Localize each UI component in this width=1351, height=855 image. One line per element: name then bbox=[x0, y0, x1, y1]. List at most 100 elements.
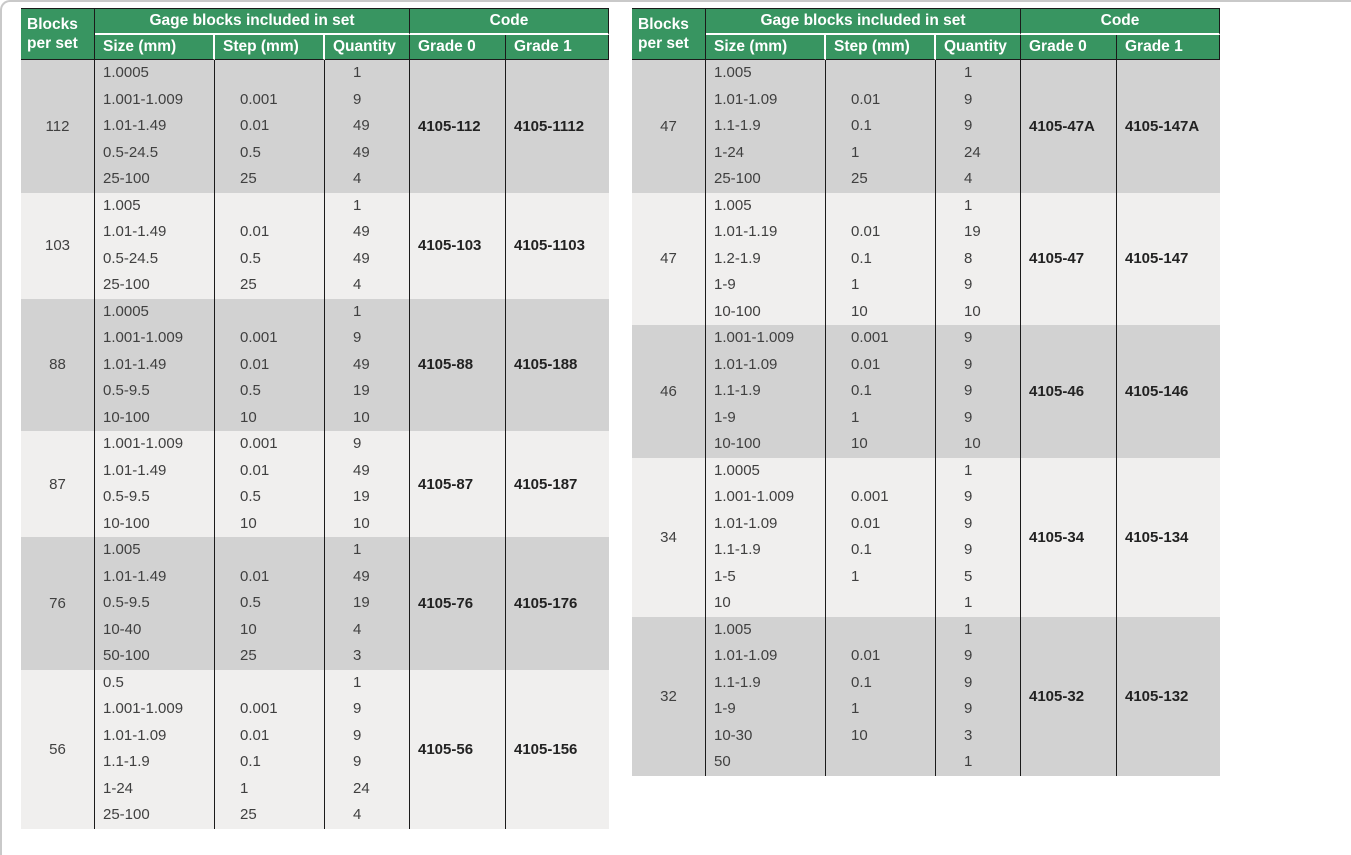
qty-value: 9 bbox=[964, 700, 973, 717]
table-header: Blocks per set Gage blocks included in se… bbox=[21, 9, 609, 60]
quantity-column-cell: 1 9 9 9 3 1 bbox=[936, 616, 1021, 776]
qty-value: 19 bbox=[353, 594, 370, 611]
size-value: 10-100 bbox=[714, 435, 761, 452]
size-value: 1.01-1.49 bbox=[103, 461, 167, 479]
qty-value: 1 bbox=[353, 64, 362, 81]
qty-value: 4 bbox=[353, 620, 362, 638]
header-code-group: Code bbox=[410, 9, 609, 35]
size-column-cell: 1.005 1.01-1.19 1.2-1.9 1-9 10-100 bbox=[706, 192, 826, 325]
set-row: 47 1.005 1.01-1.19 1.2-1.9 1-9 10-100 0.01 0.1 1… bbox=[632, 192, 1220, 325]
step-value: 25 bbox=[240, 276, 257, 293]
code-grade1: 4105-176 bbox=[506, 537, 609, 670]
size-value: 25-100 bbox=[103, 806, 150, 823]
step-value bbox=[215, 537, 324, 564]
size-value: 1.2-1.9 bbox=[714, 249, 761, 267]
step-value: 0.01 bbox=[240, 117, 270, 134]
size-value: 1.005 bbox=[103, 196, 141, 214]
blocks-per-set-value: 47 bbox=[632, 60, 706, 193]
set-row: 56 0.5 1.001-1.009 1.01-1.09 1.1-1.9 1-24 25-1… bbox=[21, 669, 609, 829]
step-value: 25 bbox=[240, 647, 257, 664]
qty-value: 9 bbox=[964, 329, 973, 346]
set-row: 76 1.005 1.01-1.49 0.5-9.5 10-40 50-100 0.01 0.… bbox=[21, 537, 609, 670]
code-grade1: 4105-1112 bbox=[506, 60, 609, 193]
quantity-column-cell: 1 19 8 9 10 bbox=[936, 192, 1021, 325]
size-value: 1.005 bbox=[103, 541, 141, 558]
header-grade1: Grade 1 bbox=[506, 35, 609, 60]
quantity-column-cell: 9 9 9 9 10 bbox=[936, 325, 1021, 458]
code-grade0: 4105-88 bbox=[410, 298, 506, 431]
qty-value: 9 bbox=[964, 90, 973, 108]
code-grade0: 4105-47A bbox=[1021, 60, 1117, 193]
quantity-column-cell: 9 49 19 10 bbox=[325, 431, 410, 537]
set-row: 47 1.005 1.01-1.09 1.1-1.9 1-24 25-100 0.01 0.1… bbox=[632, 60, 1220, 193]
step-value: 0.1 bbox=[851, 541, 872, 558]
step-value: 1 bbox=[851, 700, 860, 717]
qty-value: 3 bbox=[964, 726, 973, 744]
size-value: 1.001-1.009 bbox=[714, 329, 795, 346]
step-value: 0.001 bbox=[851, 488, 889, 505]
size-value: 0.5-24.5 bbox=[103, 249, 159, 267]
qty-value: 19 bbox=[353, 488, 370, 505]
qty-value: 9 bbox=[353, 726, 362, 744]
step-value: 0.01 bbox=[240, 223, 270, 240]
step-value bbox=[215, 60, 324, 87]
qty-value: 49 bbox=[353, 249, 370, 267]
qty-value: 19 bbox=[964, 223, 981, 240]
size-value: 1.005 bbox=[714, 620, 752, 638]
blocks-per-set-value: 47 bbox=[632, 192, 706, 325]
size-value: 1.01-1.09 bbox=[103, 726, 167, 744]
size-value: 1-9 bbox=[714, 276, 736, 293]
step-value bbox=[826, 60, 935, 87]
size-value: 1.01-1.09 bbox=[714, 514, 778, 532]
code-grade0: 4105-32 bbox=[1021, 616, 1117, 776]
step-value: 0.01 bbox=[851, 647, 881, 664]
step-value bbox=[826, 193, 935, 220]
step-value: 25 bbox=[851, 170, 868, 187]
step-value: 25 bbox=[240, 170, 257, 187]
size-value: 1-5 bbox=[714, 567, 736, 585]
header-quantity: Quantity bbox=[936, 35, 1021, 60]
size-value: 50-100 bbox=[103, 647, 150, 664]
qty-value: 49 bbox=[353, 223, 370, 240]
qty-value: 19 bbox=[353, 382, 370, 399]
size-column-cell: 1.005 1.01-1.49 0.5-9.5 10-40 50-100 bbox=[95, 537, 215, 670]
step-value bbox=[826, 458, 935, 485]
step-column-cell: 0.01 0.1 1 10 bbox=[826, 616, 936, 776]
code-grade1: 4105-156 bbox=[506, 669, 609, 829]
qty-value: 4 bbox=[353, 276, 362, 293]
set-row: 88 1.0005 1.001-1.009 1.01-1.49 0.5-9.5 10-10… bbox=[21, 298, 609, 431]
header-step: Step (mm) bbox=[215, 35, 325, 60]
size-column-cell: 1.0005 1.001-1.009 1.01-1.49 0.5-9.5 10-100 bbox=[95, 298, 215, 431]
step-value: 0.1 bbox=[851, 382, 872, 399]
header-blocks-per-set: Blocks per set bbox=[632, 9, 706, 60]
blocks-per-set-value: 32 bbox=[632, 616, 706, 776]
step-value: 10 bbox=[851, 726, 868, 744]
qty-value: 1 bbox=[353, 302, 362, 320]
qty-value: 9 bbox=[353, 329, 362, 346]
size-value: 1.005 bbox=[714, 196, 752, 214]
step-value bbox=[215, 670, 324, 697]
size-value: 1-24 bbox=[714, 143, 745, 161]
set-row: 34 1.0005 1.001-1.009 1.01-1.09 1.1-1.9 1-5 10… bbox=[632, 457, 1220, 617]
step-column-cell: 0.001 0.01 0.1 1 25 bbox=[215, 669, 325, 829]
qty-value: 9 bbox=[964, 647, 973, 664]
qty-value: 10 bbox=[964, 435, 981, 452]
step-column-cell: 0.001 0.01 0.5 10 bbox=[215, 431, 325, 537]
step-value: 1 bbox=[851, 567, 860, 585]
size-column-cell: 1.0005 1.001-1.009 1.01-1.49 0.5-24.5 25-100 bbox=[95, 60, 215, 193]
size-value: 1.0005 bbox=[103, 64, 149, 81]
qty-value: 49 bbox=[353, 461, 370, 479]
code-grade0: 4105-46 bbox=[1021, 325, 1117, 458]
step-value: 0.01 bbox=[851, 355, 881, 373]
size-column-cell: 1.001-1.009 1.01-1.09 1.1-1.9 1-9 10-100 bbox=[706, 325, 826, 458]
blocks-per-set-value: 76 bbox=[21, 537, 95, 670]
qty-value: 4 bbox=[964, 170, 973, 187]
size-value: 10-100 bbox=[103, 514, 150, 532]
step-value: 0.5 bbox=[240, 143, 261, 161]
step-value: 10 bbox=[240, 514, 257, 532]
step-value: 0.01 bbox=[851, 223, 881, 240]
step-value: 1 bbox=[851, 408, 860, 426]
qty-value: 1 bbox=[964, 594, 973, 611]
qty-value: 1 bbox=[353, 196, 362, 214]
blocks-per-set-value: 56 bbox=[21, 669, 95, 829]
